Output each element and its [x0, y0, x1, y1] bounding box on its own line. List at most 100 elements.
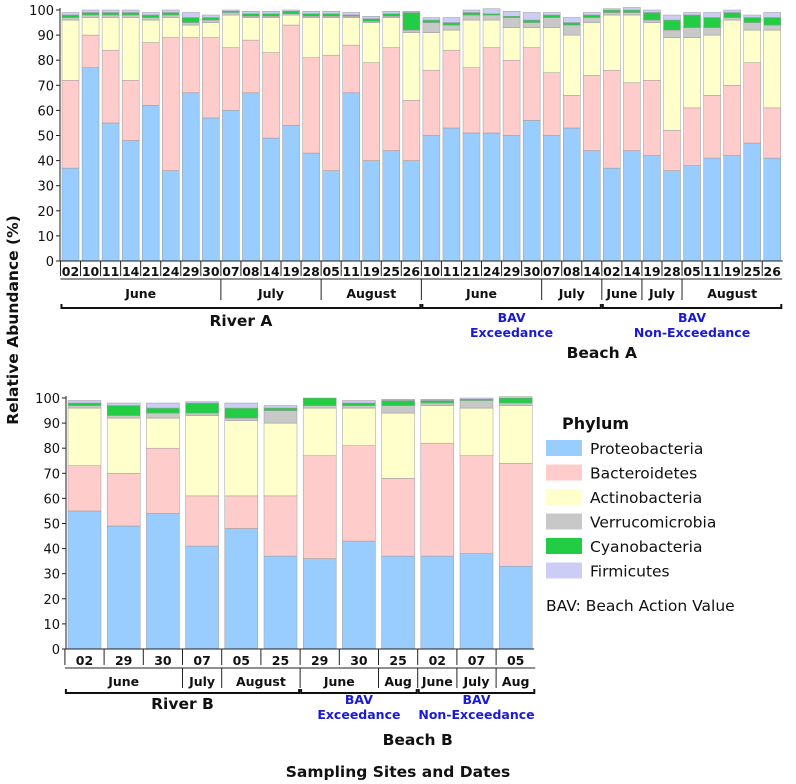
bar-segment-firmicutes — [723, 9, 741, 13]
bar-segment-firmicutes — [703, 12, 721, 18]
bar-segment-bacteroidetes — [643, 80, 661, 156]
bar-segment-actinobacteria — [302, 407, 337, 456]
bar-segment-proteobacteria — [643, 155, 661, 262]
bar-segment-proteobacteria — [182, 92, 200, 262]
x-tick-label: 25 — [389, 653, 406, 668]
bar-segment-bacteroidetes — [101, 49, 120, 124]
bar-segment-proteobacteria — [121, 140, 140, 262]
bar-segment-bacteroidetes — [263, 495, 298, 557]
bar-segment-verrucomicrobia — [420, 402, 455, 406]
bar-segment-proteobacteria — [459, 553, 494, 650]
bar-segment-verrucomicrobia — [522, 22, 541, 28]
bar-segment-cyanobacteria — [643, 12, 661, 21]
bar-segment-verrucomicrobia — [542, 17, 561, 28]
bar-segment-actinobacteria — [482, 19, 501, 48]
bar-segment-actinobacteria — [141, 19, 160, 43]
bar-segment-cyanobacteria — [282, 11, 300, 15]
legend-swatch-verrucomicrobia — [546, 513, 582, 530]
bar-segment-bacteroidetes — [162, 37, 180, 171]
legend-swatch-firmicutes — [546, 562, 582, 579]
bar-segment-bacteroidetes — [743, 62, 761, 144]
y-tick-label: 20 — [43, 593, 60, 608]
bar-segment-actinobacteria — [462, 19, 481, 68]
x-tick-label: 29 — [311, 653, 328, 668]
beach-label: Beach A — [567, 344, 637, 362]
bar-segment-verrucomicrobia — [81, 14, 100, 18]
x-tick-label: 26 — [403, 264, 421, 279]
bar-segment-firmicutes — [141, 12, 160, 16]
bar-segment-actinobacteria — [381, 412, 415, 479]
bar-segment-verrucomicrobia — [502, 17, 521, 28]
bar-segment-bacteroidetes — [141, 42, 160, 106]
bar-segment-firmicutes — [502, 11, 521, 17]
bar-segment-firmicutes — [121, 9, 140, 13]
bar-segment-cyanobacteria — [381, 400, 415, 406]
y-tick-label: 40 — [43, 543, 60, 558]
bar-segment-firmicutes — [442, 17, 461, 23]
bar-segment-proteobacteria — [282, 125, 300, 262]
bar-segment-proteobacteria — [322, 170, 340, 262]
bar-segment-verrucomicrobia — [482, 14, 501, 21]
bar-segment-bacteroidetes — [342, 445, 376, 542]
bar-segment-cyanobacteria — [182, 17, 200, 23]
bar-segment-bacteroidetes — [482, 47, 501, 134]
bav-status-label: Exceedance — [317, 707, 400, 722]
x-tick-label: 24 — [483, 264, 501, 279]
y-tick-label: 30 — [37, 180, 54, 195]
bar-segment-proteobacteria — [185, 545, 219, 650]
legend: Phylum Proteobacteria Bacteroidetes Actino… — [546, 414, 735, 615]
x-tick-label: 02 — [429, 653, 446, 668]
x-tick-label: 25 — [272, 653, 289, 668]
bar-segment-cyanobacteria — [342, 402, 376, 406]
month-label: Aug — [502, 674, 530, 689]
bar-segment-proteobacteria — [522, 120, 541, 262]
bar-segment-actinobacteria — [522, 27, 541, 48]
y-tick-label: 50 — [43, 518, 60, 533]
bar-segment-actinobacteria — [643, 22, 661, 81]
bar-segment-proteobacteria — [81, 67, 100, 262]
legend-label: Proteobacteria — [590, 440, 703, 458]
month-label: July — [188, 674, 215, 689]
bar-segment-bacteroidetes — [182, 37, 200, 94]
site-label: River A — [209, 312, 272, 330]
y-tick-label: 70 — [43, 467, 60, 482]
bar-segment-actinobacteria — [224, 420, 259, 497]
bar-segment-bacteroidetes — [603, 69, 621, 169]
bar-segment-proteobacteria — [146, 513, 180, 650]
bar-segment-bacteroidetes — [381, 478, 415, 557]
bar-segment-proteobacteria — [302, 558, 337, 650]
bar-segment-bacteroidetes — [121, 80, 140, 141]
bar-segment-actinobacteria — [263, 422, 298, 497]
bar-segment-bacteroidetes — [498, 463, 533, 567]
x-tick-label: 02 — [62, 264, 79, 279]
bar-segment-cyanobacteria — [603, 9, 621, 13]
legend-label: Verrucomicrobia — [590, 514, 716, 532]
site-group-bracket — [60, 304, 422, 309]
legend-label: Bacteroidetes — [590, 465, 697, 483]
month-label: August — [346, 286, 396, 301]
bar-segment-bacteroidetes — [242, 39, 260, 94]
bar-segment-firmicutes — [146, 402, 180, 409]
x-tick-label: 05 — [507, 653, 524, 668]
bar-segment-bacteroidetes — [302, 57, 320, 154]
legend-note: BAV: Beach Action Value — [546, 597, 735, 615]
bar-segment-actinobacteria — [623, 14, 641, 84]
bar-segment-cyanobacteria — [67, 402, 102, 406]
month-label: August — [236, 674, 286, 689]
bar-segment-actinobacteria — [302, 17, 320, 58]
bar-segment-firmicutes — [322, 11, 340, 15]
bar-segment-actinobacteria — [502, 27, 521, 61]
bar-segment-verrucomicrobia — [67, 405, 102, 409]
bar-segment-firmicutes — [262, 11, 280, 15]
bar-segment-proteobacteria — [222, 110, 240, 262]
bar-segment-bacteroidetes — [382, 47, 401, 151]
y-tick-label: 90 — [43, 417, 60, 432]
bar-segment-cyanobacteria — [322, 13, 340, 17]
bar-segment-verrucomicrobia — [723, 17, 741, 21]
bar-segment-cyanobacteria — [703, 17, 721, 28]
bar-segment-proteobacteria — [763, 157, 781, 262]
month-label: July — [558, 286, 585, 301]
x-tick-label: 19 — [363, 264, 380, 279]
bar-segment-verrucomicrobia — [563, 24, 581, 36]
